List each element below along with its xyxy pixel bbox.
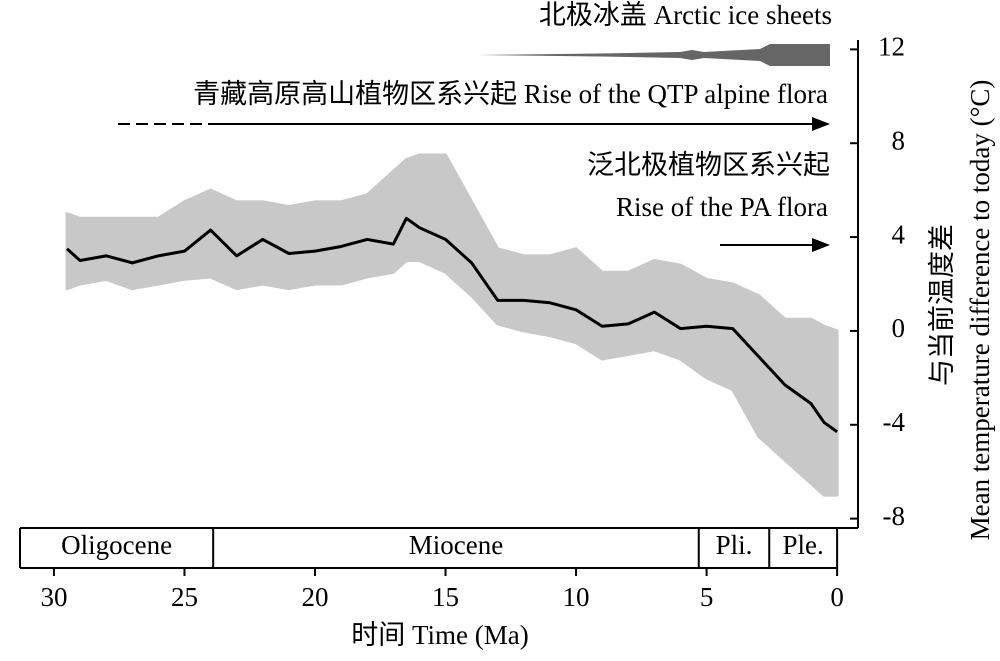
- y-tick-label: 4: [892, 219, 906, 249]
- y-tick-label: -4: [883, 407, 906, 437]
- x-tick-label: 5: [700, 582, 714, 612]
- epoch-label: Miocene: [409, 530, 503, 560]
- x-tick-label: 10: [563, 582, 590, 612]
- x-tick-label: 30: [40, 582, 67, 612]
- y-axis-title: 与当前温度差: [927, 224, 957, 386]
- epoch-label: Pli.: [716, 530, 753, 560]
- smoothed-line: [65, 216, 838, 434]
- arrow-head: [812, 238, 830, 252]
- arrow-head: [812, 117, 830, 131]
- annotation: Rise of the PA flora: [616, 192, 828, 222]
- x-tick-label: 0: [830, 582, 844, 612]
- x-tick-label: 20: [301, 582, 328, 612]
- epoch-label: Ple.: [783, 530, 824, 560]
- x-axis-title: 时间 Time (Ma): [351, 620, 529, 650]
- annotation: 青藏高原高山植物区系兴起 Rise of the QTP alpine flor…: [193, 79, 828, 109]
- y-tick-label: 8: [892, 125, 906, 155]
- annotation: 北极冰盖 Arctic ice sheets: [539, 0, 832, 30]
- ice-sheet: [478, 44, 830, 66]
- y-tick-label: 0: [892, 313, 906, 343]
- x-tick-label: 15: [432, 582, 459, 612]
- y-tick-label: -8: [883, 501, 906, 531]
- y-axis-title: Mean temperature difference to today (°C…: [965, 80, 995, 541]
- epoch-label: Oligocene: [61, 530, 172, 560]
- y-tick-label: 12: [878, 32, 905, 62]
- x-tick-label: 25: [171, 582, 198, 612]
- annotation: 泛北极植物区系兴起: [587, 150, 830, 180]
